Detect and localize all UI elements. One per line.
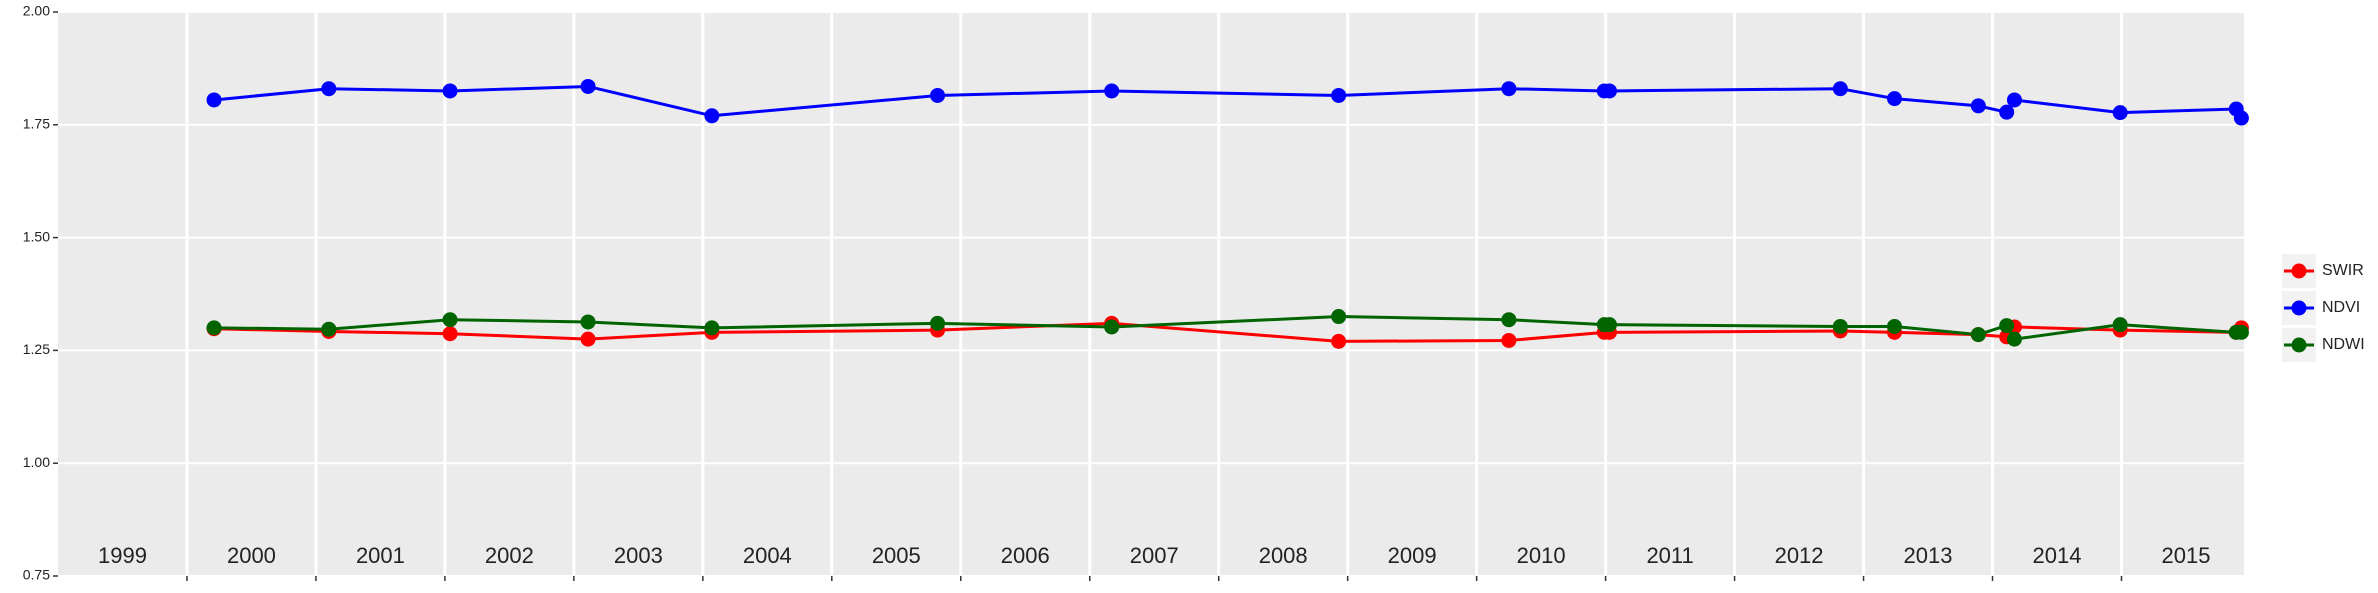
point — [1601, 83, 1617, 99]
point — [1331, 87, 1347, 103]
point — [442, 83, 458, 99]
point — [1832, 81, 1848, 97]
point — [1501, 332, 1517, 348]
x-tick-label: 2006 — [1001, 543, 1050, 568]
point — [1331, 309, 1347, 325]
x-tick-label: 2001 — [356, 543, 405, 568]
x-tick-label: 2015 — [2161, 543, 2210, 568]
x-tick-label: 2000 — [227, 543, 276, 568]
x-tick-label: 2007 — [1130, 543, 1179, 568]
legend-point — [2291, 337, 2307, 353]
legend-label: NDVI — [2322, 299, 2360, 316]
point — [442, 312, 458, 328]
point — [1832, 318, 1848, 334]
point — [580, 78, 596, 94]
point — [321, 321, 337, 337]
y-tick-label: 1.75 — [23, 116, 50, 132]
x-tick-label: 2014 — [2033, 543, 2082, 568]
point — [2233, 110, 2249, 126]
point — [1886, 91, 1902, 107]
point — [442, 326, 458, 342]
legend-label: NDWI — [2322, 336, 2365, 353]
x-tick-label: 2012 — [1775, 543, 1824, 568]
x-tick-label: 2013 — [1904, 543, 1953, 568]
point — [206, 320, 222, 336]
y-tick-label: 0.75 — [23, 567, 50, 583]
y-tick-label: 1.50 — [23, 228, 50, 244]
point — [1501, 81, 1517, 97]
point — [2233, 324, 2249, 340]
x-tick-label: 2003 — [614, 543, 663, 568]
point — [2006, 331, 2022, 347]
point — [1104, 83, 1120, 99]
legend-label: SWIR — [2322, 262, 2364, 279]
point — [206, 92, 222, 108]
x-tick-label: 2011 — [1646, 543, 1693, 568]
point — [704, 108, 720, 124]
point — [2006, 92, 2022, 108]
x-tick-label: 1999 — [98, 543, 147, 568]
point — [321, 81, 337, 97]
point — [930, 87, 946, 103]
point — [1886, 318, 1902, 334]
point — [1501, 312, 1517, 328]
x-tick-label: 2004 — [743, 543, 792, 568]
x-tick-label: 2005 — [872, 543, 921, 568]
point — [2112, 317, 2128, 333]
point — [2112, 105, 2128, 121]
y-tick-label: 1.25 — [23, 341, 50, 357]
point — [1601, 317, 1617, 333]
point — [1970, 98, 1986, 114]
legend-point — [2291, 263, 2307, 279]
point — [1104, 319, 1120, 335]
point — [704, 320, 720, 336]
point — [930, 315, 946, 331]
point — [1999, 318, 2015, 334]
point — [1999, 104, 2015, 120]
x-tick-label: 2010 — [1517, 543, 1566, 568]
x-tick-label: 2009 — [1388, 543, 1437, 568]
point — [580, 314, 596, 330]
y-tick-label: 2.00 — [23, 3, 50, 19]
x-tick-label: 2002 — [485, 543, 534, 568]
legend-point — [2291, 300, 2307, 316]
y-tick-label: 1.00 — [23, 454, 50, 470]
point — [1970, 327, 1986, 343]
panel — [58, 12, 2244, 576]
point — [1331, 333, 1347, 349]
x-tick-label: 2008 — [1259, 543, 1308, 568]
point — [580, 331, 596, 347]
